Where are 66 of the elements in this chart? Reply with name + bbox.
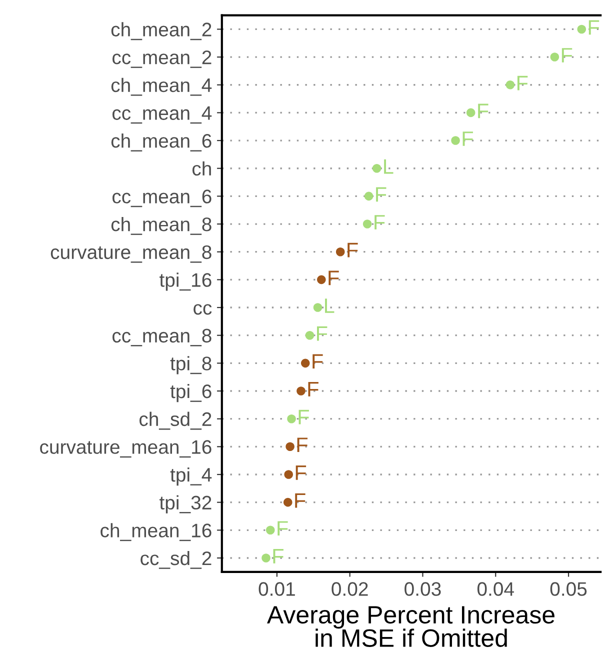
y-tick-label: cc_mean_4 (112, 106, 212, 124)
data-label: F (562, 48, 572, 62)
point (372, 164, 382, 173)
y-tick-label: ch_sd_2 (140, 412, 212, 430)
point (296, 386, 306, 396)
x-tick-label: 0.02 (332, 582, 368, 596)
y-tick-label: ch_mean_6 (111, 133, 212, 152)
point (550, 52, 560, 62)
point (451, 136, 460, 145)
y-tick-label: tpi_16 (160, 272, 212, 291)
point (283, 498, 292, 507)
point (286, 442, 294, 452)
y-tick-label: ch_mean_4 (111, 78, 212, 96)
data-label: F (376, 187, 386, 202)
y-tick-label: cc (194, 304, 212, 315)
y-tick-label: cc_sd_2 (140, 550, 212, 569)
data-label: F (312, 354, 323, 369)
x-tick-label: 0.04 (477, 582, 514, 596)
y-tick-label: cc_mean_8 (112, 328, 212, 346)
data-label: F (462, 132, 473, 146)
y-tick-label: cc_mean_6 (112, 190, 212, 208)
y-tick-label: tpi_8 (170, 356, 212, 374)
point (362, 220, 372, 228)
data-label: F (298, 410, 309, 424)
data-label: F (296, 466, 306, 480)
x-tick-label: 0.05 (550, 582, 587, 596)
data-label: F (348, 242, 358, 258)
data-label: F (374, 215, 385, 230)
data-label: F (317, 326, 328, 341)
y-tick-label: cc_mean_2 (112, 50, 212, 68)
data-label: F (278, 521, 288, 536)
y-tick-label: ch_mean_16 (100, 523, 212, 542)
point (466, 108, 476, 118)
point (336, 247, 345, 256)
x-tick-label: 0.01 (258, 582, 295, 596)
data-label: F (328, 270, 339, 286)
y-tick-label: tpi_32 (160, 495, 212, 514)
data-label: F (273, 549, 284, 564)
x-tick-label: 0.03 (404, 582, 441, 596)
data-label: F (295, 493, 306, 508)
point (262, 554, 270, 562)
point (313, 303, 322, 312)
point (317, 275, 326, 284)
y-tick-label: curvature_mean_16 (40, 440, 212, 458)
y-tick-label: tpi_6 (170, 384, 212, 402)
y-tick-label: tpi_4 (170, 467, 212, 486)
point (577, 24, 586, 34)
point (364, 192, 374, 201)
point (284, 470, 293, 479)
data-label: L (384, 159, 394, 174)
point (300, 358, 310, 368)
point (506, 80, 515, 90)
point (266, 526, 275, 535)
data-label: F (478, 104, 488, 118)
point (305, 330, 314, 340)
y-tick-label: ch (192, 161, 211, 176)
data-label: F (308, 382, 318, 396)
point (287, 414, 296, 424)
x-axis-title: Average Percent Increase in MSE if Omitted (267, 606, 554, 647)
y-tick-label: ch_mean_8 (111, 216, 212, 235)
data-label: L (325, 298, 334, 313)
y-tick-label: curvature_mean_8 (50, 245, 212, 263)
data-label: F (297, 438, 308, 452)
y-tick-label: ch_mean_2 (111, 22, 212, 40)
data-label: F (517, 76, 528, 90)
data-label: F (588, 20, 600, 35)
